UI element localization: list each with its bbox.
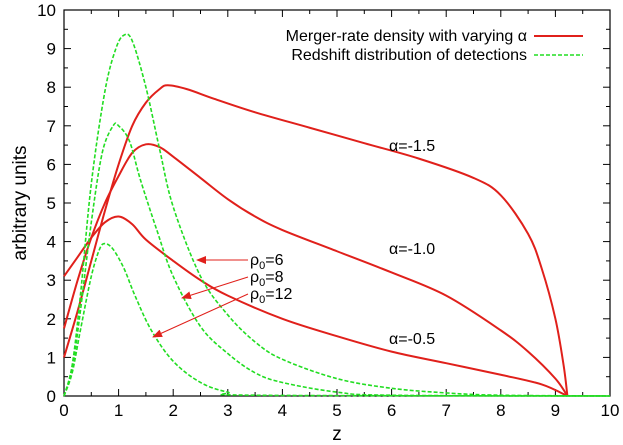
x-tick-label: 8 (496, 401, 505, 420)
tick-labels: 0 1 2 3 4 5 6 7 8 9 10 0 1 2 3 4 5 6 7 8 9 10 (37, 1, 619, 420)
x-tick-label: 3 (223, 401, 232, 420)
y-axis-title: arbitrary units (10, 145, 31, 260)
y-tick-label: 7 (47, 117, 56, 136)
plot-frame (63, 9, 611, 397)
annotation-rho-8: ρ0=8 (250, 269, 284, 289)
series-layer (63, 33, 611, 397)
arrow-rho-8 (181, 276, 249, 300)
x-tick-label: 1 (114, 401, 123, 420)
series-line-1-0 (63, 143, 569, 397)
y-tick-label: 3 (47, 271, 56, 290)
legend-label-redshift: Redshift distribution of detections (291, 47, 527, 64)
axis-ticks (63, 9, 611, 397)
annotation-alpha-m05: α=-0.5 (389, 331, 435, 348)
x-tick-label: 9 (551, 401, 560, 420)
x-tick-label: 5 (332, 401, 341, 420)
x-tick-label: 6 (387, 401, 396, 420)
y-tick-label: 4 (47, 233, 56, 252)
annotation-alpha-m10: α=-1.0 (389, 241, 435, 258)
series-line-0-6 (63, 242, 611, 397)
x-tick-label: 10 (601, 401, 620, 420)
y-tick-label: 0 (47, 387, 56, 406)
annotation-rho-6: ρ0=6 (250, 252, 284, 272)
legend: Merger-rate density with varying α Redsh… (286, 28, 583, 64)
y-tick-label: 1 (47, 348, 56, 367)
y-tick-label: 6 (47, 155, 56, 174)
series-line-0-8 (63, 122, 611, 397)
y-tick-label: 2 (47, 310, 56, 329)
y-tick-label: 9 (47, 40, 56, 59)
x-tick-label: 2 (168, 401, 177, 420)
series-line-0-5 (63, 215, 568, 397)
legend-label-merger-rate: Merger-rate density with varying α (286, 28, 527, 45)
series-line-1-5 (63, 84, 569, 397)
y-tick-label: 8 (47, 78, 56, 97)
x-axis-title: z (332, 424, 342, 445)
series-line-0-12 (63, 33, 611, 397)
annotation-alpha-m15: α=-1.5 (389, 138, 435, 155)
x-tick-label: 0 (59, 401, 68, 420)
arrow-rho-12 (152, 293, 249, 338)
y-tick-label: 10 (37, 1, 56, 20)
y-tick-label: 5 (47, 194, 56, 213)
x-tick-label: 4 (278, 401, 287, 420)
x-tick-label: 7 (441, 401, 450, 420)
annotation-rho-12: ρ0=12 (250, 286, 292, 306)
